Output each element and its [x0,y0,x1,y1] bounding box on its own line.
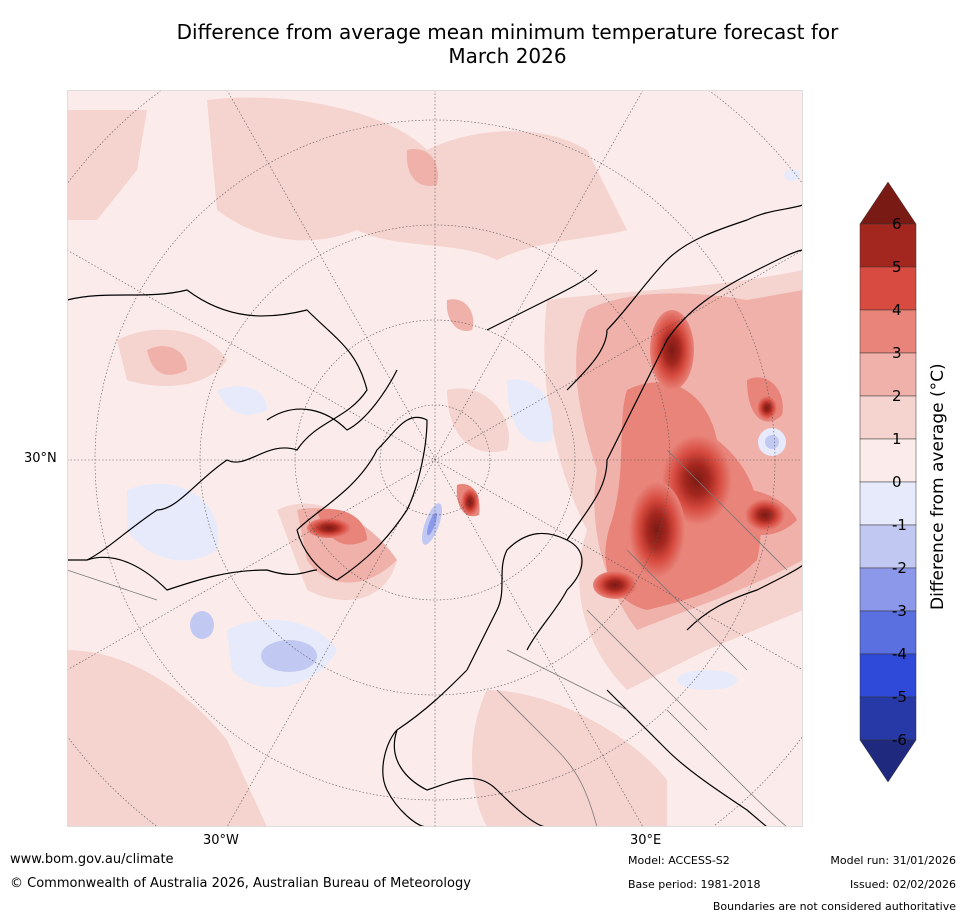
disclaimer-text: Boundaries are not considered authoritat… [712,900,956,913]
colorbar-segment-1_2 [859,395,917,440]
copyright-text: © Commonwealth of Australia 2026, Austra… [10,876,471,891]
colorbar-tick-label: 0 [892,473,902,491]
colorbar-segment-3_4 [859,309,917,354]
colorbar-tick-label: -5 [892,688,907,706]
colorbar-tick-label: 4 [892,301,902,319]
colorbar-tick-label: -6 [892,731,907,749]
borders [67,449,788,827]
colorbar-segment-2_3 [859,352,917,397]
colorbar [859,182,917,782]
anomaly-cool [127,169,800,690]
colorbar-segment-0_1 [859,438,917,483]
colorbar-segment-4_5 [859,266,917,311]
colorbar-segment-m5_m4 [859,653,917,698]
colorbar-segment-m2_m1 [859,524,917,569]
colorbar-tick-label: -4 [892,645,907,663]
issued-text: Issued: 02/02/2026 [849,878,956,891]
colorbar-tick-label: 3 [892,344,902,362]
colorbar-tick-label: -3 [892,602,907,620]
lon-label-30w: 30°W [203,833,239,848]
colorbar-segment-m1_0 [859,481,917,526]
colorbar-tick-label: -2 [892,559,907,577]
title-line-2: March 2026 [448,44,567,68]
colorbar-tick-label: -1 [892,516,907,534]
colorbar-title: Difference from average (°C) [928,363,948,610]
colorbar-segment-5_6 [859,223,917,268]
forecast-map [67,90,803,827]
colorbar-under-triangle [859,739,917,782]
colorbar-tick-label: 6 [892,215,902,233]
colorbar-tick-label: 2 [892,387,902,405]
colorbar-over-triangle [859,182,917,225]
map-canvas [67,90,803,827]
model-run-text: Model run: 31/01/2026 [830,854,956,867]
colorbar-tick-label: 1 [892,430,902,448]
chart-title: Difference from average mean minimum tem… [100,20,915,68]
graticule [67,90,803,827]
title-line-1: Difference from average mean minimum tem… [176,20,839,44]
model-text: Model: ACCESS-S2 [628,854,730,867]
lat-label-30n: 30°N [24,451,57,466]
colorbar-segment-m4_m3 [859,610,917,655]
colorbar-segment-m3_m2 [859,567,917,612]
website-link[interactable]: www.bom.gov.au/climate [10,852,174,867]
lon-label-30e: 30°E [630,833,662,848]
base-period-text: Base period: 1981-2018 [628,878,761,891]
colorbar-segment-m6_m5 [859,696,917,741]
colorbar-tick-label: 5 [892,258,902,276]
